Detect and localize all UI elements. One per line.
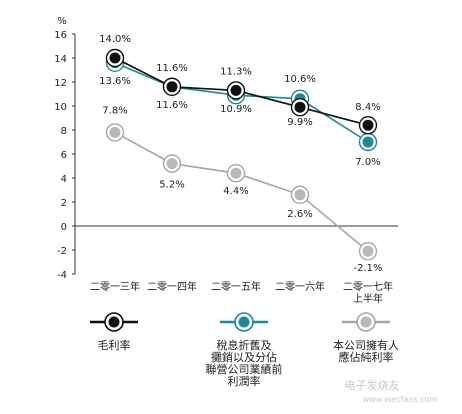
data-label: 4.4% xyxy=(223,186,248,197)
series-layer xyxy=(105,48,378,261)
data-label: 11.6% xyxy=(156,100,188,111)
data-label: 9.9% xyxy=(287,117,312,128)
data-point xyxy=(166,81,178,93)
data-label: 10.9% xyxy=(220,104,252,115)
y-tick-label: 2 xyxy=(61,198,67,209)
data-point xyxy=(109,126,121,138)
legend-marker xyxy=(108,316,120,328)
data-label: 14.0% xyxy=(99,34,131,45)
legend-label: 毛利率 xyxy=(98,338,131,352)
legend-label: 稅息折舊及 xyxy=(217,338,272,352)
legend-label: 聯營公司業績前 xyxy=(206,362,283,376)
y-tick-labels: -4 -2 0 2 4 6 8 10 12 14 16 xyxy=(54,30,75,281)
data-point xyxy=(362,136,374,148)
x-category-label: 二零一四年 xyxy=(147,280,197,293)
legend-label: 應佔純利率 xyxy=(339,350,394,364)
y-tick-label: 8 xyxy=(61,126,67,137)
legend-marker xyxy=(360,316,372,328)
x-category-label: 二零一七年 xyxy=(343,280,393,293)
data-label: 7.8% xyxy=(102,105,127,116)
legend-label: 利潤率 xyxy=(228,374,261,388)
x-category-label: 上半年 xyxy=(353,292,383,305)
y-tick-label: 10 xyxy=(54,102,67,113)
watermark: 电子发烧友 www.elecfans.com xyxy=(345,378,438,404)
data-label: 10.6% xyxy=(284,74,316,85)
y-tick-label: 4 xyxy=(61,174,67,185)
x-category-label: 二零一三年 xyxy=(90,280,140,293)
y-axis-unit: % xyxy=(57,16,67,27)
data-point xyxy=(294,101,306,113)
legend-item-0: 毛利率 xyxy=(90,312,138,352)
y-tick-label: 6 xyxy=(61,150,67,161)
y-tick-label: 0 xyxy=(61,222,67,233)
y-tick-label: 14 xyxy=(54,54,67,65)
legend-marker xyxy=(238,316,250,328)
data-point xyxy=(362,119,374,131)
data-label: -2.1% xyxy=(353,263,382,274)
y-tick-label: 16 xyxy=(54,30,67,41)
data-point xyxy=(166,158,178,170)
y-tick-label: 12 xyxy=(54,78,67,89)
data-point xyxy=(362,245,374,257)
data-label: 11.6% xyxy=(156,63,188,74)
watermark-url: www.elecfans.com xyxy=(363,395,438,404)
data-label: 7.0% xyxy=(355,157,380,168)
series-0 xyxy=(105,48,378,135)
data-label: 2.6% xyxy=(287,209,312,220)
x-category-label: 二零一五年 xyxy=(211,280,261,293)
data-point xyxy=(230,167,242,179)
data-label: 11.3% xyxy=(220,66,252,77)
data-point xyxy=(109,52,121,64)
y-tick-label: -2 xyxy=(57,246,67,257)
y-tick-label: -4 xyxy=(57,270,67,281)
data-point xyxy=(230,84,242,96)
series-2 xyxy=(105,123,378,261)
data-label: 5.2% xyxy=(159,180,184,191)
x-category-label: 二零一六年 xyxy=(275,280,325,293)
data-labels: 14.0% 11.6% 10.9% 9.9% 8.4% 13.6% 11.6% 11.3% 10… xyxy=(99,34,382,274)
data-point xyxy=(294,189,306,201)
legend-label: 本公司擁有人 xyxy=(333,338,399,352)
data-label: 8.4% xyxy=(355,102,380,113)
legend-label: 攤銷以及分佔 xyxy=(211,350,277,364)
data-label: 13.6% xyxy=(99,76,131,87)
watermark-text: 电子发烧友 xyxy=(345,378,400,392)
